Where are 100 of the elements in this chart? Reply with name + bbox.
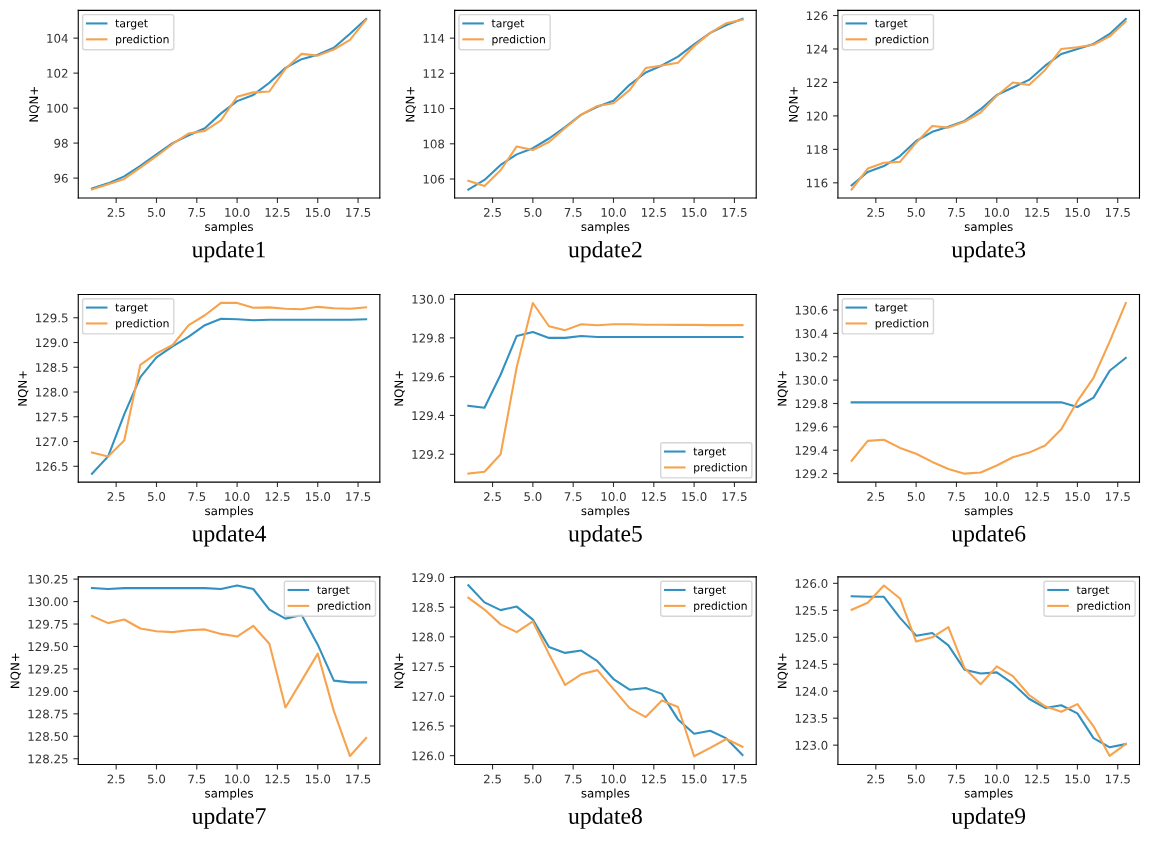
legend-label: prediction — [694, 601, 747, 612]
y-tick-label: 129.8 — [795, 399, 828, 409]
legend-label: prediction — [492, 34, 545, 46]
x-tick-label: 12.5 — [641, 207, 666, 217]
x-tick-label: 15.0 — [305, 774, 331, 784]
x-axis-title: samples — [964, 221, 1013, 234]
y-tick-label: 130.0 — [795, 375, 828, 385]
x-axis-title: samples — [205, 788, 254, 800]
y-tick-label: 126 — [806, 11, 828, 21]
x-tick-label: 7.5 — [948, 492, 965, 502]
text: update8 — [568, 807, 642, 829]
y-tick-label: 126.5 — [412, 721, 444, 731]
x-tick-label: 12.5 — [1025, 207, 1050, 217]
x-tick-label: 5.0 — [148, 207, 166, 217]
line-series — [850, 301, 1127, 475]
y-tick-label: 129.6 — [795, 422, 828, 432]
legend-label: prediction — [116, 319, 169, 330]
x-tick-label: 17.5 — [1105, 492, 1130, 502]
text: update4 — [191, 525, 267, 547]
legend-label: prediction — [317, 601, 371, 612]
y-tick-label: 124 — [806, 44, 828, 54]
y-tick-label: 129.4 — [412, 411, 445, 421]
y-axis-title: NQN+ — [29, 87, 40, 122]
y-tick-label: 129.2 — [412, 449, 444, 459]
legend-label: prediction — [1077, 601, 1130, 612]
x-tick-label: 12.5 — [641, 492, 666, 502]
line-series — [90, 301, 368, 458]
x-axis-title: samples — [964, 788, 1013, 800]
y-tick-label: 122 — [806, 78, 828, 87]
legend-label: target — [875, 19, 908, 30]
x-tick-label: 12.5 — [641, 774, 666, 784]
x-tick-label: 17.5 — [346, 774, 371, 784]
y-tick-label: 125.0 — [795, 633, 828, 642]
x-tick-label: 2.5 — [107, 774, 125, 784]
y-tick-label: 129.25 — [28, 664, 68, 674]
x-tick-label: 5.0 — [524, 774, 542, 784]
y-axis-title: NQN+ — [394, 371, 405, 406]
x-tick-label: 17.5 — [722, 774, 747, 784]
x-tick-label: 10.0 — [225, 207, 250, 217]
line-series — [467, 331, 744, 409]
y-tick-label: 126.0 — [412, 751, 445, 761]
x-tick-label: 5.0 — [907, 492, 925, 502]
legend-label: prediction — [116, 34, 169, 46]
y-tick-label: 129.00 — [28, 687, 68, 697]
legend-label: prediction — [875, 319, 929, 330]
y-tick-label: 126.0 — [795, 579, 828, 588]
x-tick-label: 2.5 — [484, 774, 501, 784]
y-tick-label: 129.5 — [36, 313, 68, 323]
x-tick-label: 15.0 — [1065, 492, 1090, 502]
y-tick-label: 129.4 — [795, 445, 828, 455]
legend-label: target — [491, 19, 525, 30]
text: update9 — [951, 807, 1026, 829]
x-tick-label: 2.5 — [484, 492, 501, 502]
x-tick-label: 10.0 — [984, 774, 1010, 784]
x-tick-label: 7.5 — [948, 208, 965, 217]
y-tick-label: 127.5 — [412, 662, 444, 672]
y-tick-label: 124.5 — [795, 659, 828, 669]
x-tick-label: 15.0 — [682, 774, 707, 784]
x-tick-label: 15.0 — [305, 492, 331, 502]
x-axis-title: samples — [205, 221, 254, 234]
y-tick-label: 114 — [423, 34, 445, 43]
x-tick-label: 15.0 — [682, 207, 707, 217]
y-tick-label: 128.75 — [28, 709, 68, 719]
y-tick-label: 130.6 — [795, 305, 828, 315]
text: update7 — [191, 807, 266, 829]
legend-label: prediction — [694, 463, 747, 474]
x-axis-title: samples — [581, 788, 630, 800]
text: update3 — [951, 240, 1026, 263]
y-tick-label: 110 — [423, 104, 445, 114]
y-tick-label: 128.5 — [36, 362, 68, 372]
x-tick-label: 2.5 — [867, 207, 885, 217]
y-tick-label: 123.5 — [795, 713, 828, 723]
x-tick-label: 5.0 — [524, 492, 542, 502]
x-axis-title: samples — [964, 506, 1013, 518]
y-tick-label: 129.6 — [412, 372, 445, 382]
x-tick-label: 5.0 — [524, 207, 542, 217]
x-tick-label: 5.0 — [907, 774, 925, 784]
x-tick-label: 5.0 — [148, 774, 166, 784]
x-tick-label: 7.5 — [188, 774, 206, 784]
y-tick-label: 96 — [54, 173, 68, 183]
y-axis-title: NQN+ — [394, 653, 405, 688]
x-tick-label: 15.0 — [1065, 207, 1090, 217]
y-axis-title: NQN+ — [788, 87, 800, 122]
y-tick-label: 129.0 — [36, 338, 68, 348]
y-tick-label: 129.75 — [28, 619, 68, 629]
legend-label: target — [1076, 586, 1110, 597]
legend-label: target — [115, 303, 148, 314]
y-tick-label: 130.4 — [795, 329, 828, 339]
text: update6 — [951, 525, 1026, 547]
y-tick-label: 126.5 — [36, 462, 68, 471]
y-axis-title: NQN+ — [10, 653, 21, 688]
y-tick-label: 106 — [423, 174, 445, 184]
x-tick-label: 10.0 — [225, 774, 250, 784]
legend-label: target — [693, 586, 726, 597]
x-tick-label: 15.0 — [305, 207, 331, 217]
y-tick-label: 128.5 — [412, 602, 444, 612]
y-tick-label: 116 — [806, 178, 828, 188]
y-tick-label: 130.0 — [412, 294, 445, 304]
x-axis-title: samples — [581, 506, 630, 518]
y-tick-label: 100 — [47, 103, 68, 113]
